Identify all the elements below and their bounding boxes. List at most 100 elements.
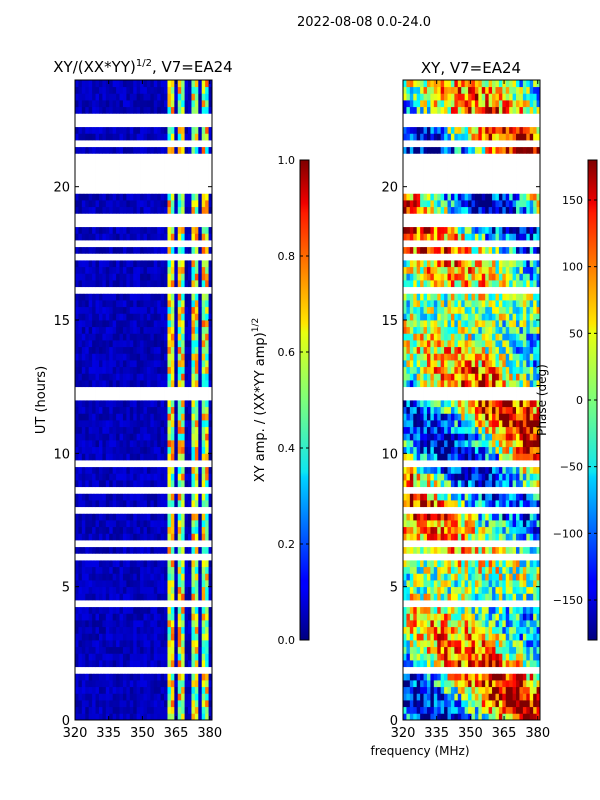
amp-cell	[126, 546, 131, 554]
amp-cell	[102, 446, 107, 454]
amp-cell	[78, 346, 83, 354]
amp-cell	[164, 320, 168, 328]
amp-cell	[160, 440, 165, 448]
phase-cell	[454, 606, 459, 614]
amp-cell	[75, 540, 79, 548]
amp-cell	[112, 500, 117, 508]
amp-cell	[174, 133, 179, 141]
phase-cell	[519, 673, 524, 681]
amp-cell	[198, 93, 203, 101]
amp-cell	[122, 706, 127, 714]
amp-cell	[194, 680, 199, 688]
amp-cell	[85, 560, 90, 568]
amp-cell	[191, 513, 196, 521]
amp-cell	[167, 180, 172, 188]
amp-cell	[98, 613, 103, 621]
amp-cell	[75, 206, 79, 214]
amp-cell	[129, 320, 134, 328]
amp-cell	[98, 446, 103, 454]
amp-cell	[75, 113, 79, 121]
phase-cell	[502, 626, 507, 634]
phase-cell	[464, 713, 469, 720]
amp-cell	[109, 253, 114, 261]
amp-cell	[116, 646, 120, 654]
amp-cell	[170, 220, 175, 228]
amp-cell	[205, 406, 209, 414]
phase-cell	[423, 620, 428, 628]
amp-cell	[98, 240, 103, 248]
amp-cell	[153, 640, 158, 648]
amp-cell	[157, 340, 162, 348]
amp-cell	[81, 506, 86, 514]
amp-cell	[140, 173, 144, 181]
amp-cell	[184, 120, 189, 128]
phase-cell	[420, 680, 424, 688]
amp-cell	[95, 460, 100, 468]
amp-cell	[184, 246, 189, 254]
amp-cell	[160, 600, 165, 608]
amp-cell	[194, 386, 199, 394]
amp-cell	[136, 226, 141, 234]
amp-cell	[119, 606, 124, 614]
amp-cell	[133, 286, 138, 294]
phase-cell	[533, 713, 537, 720]
amp-cell	[157, 193, 162, 201]
amp-cell	[133, 213, 138, 221]
amp-cell	[140, 533, 144, 541]
amp-cell	[205, 520, 209, 528]
amp-cell	[181, 273, 185, 281]
phase-cell	[509, 626, 513, 634]
amp-cell	[126, 326, 131, 334]
amp-cell	[174, 473, 179, 481]
amp-cell	[112, 220, 117, 228]
amp-cell	[92, 193, 96, 201]
phase-cell	[444, 680, 448, 688]
amp-cell	[198, 353, 203, 361]
phase-cell	[485, 600, 490, 608]
phase-cell	[403, 700, 407, 708]
phase-cell	[468, 573, 472, 581]
amp-cell	[119, 266, 124, 274]
phase-cell	[413, 666, 418, 674]
amp-cell	[119, 706, 124, 714]
amp-cell	[143, 380, 148, 388]
amp-cell	[102, 200, 107, 208]
amp-cell	[208, 626, 212, 634]
amp-cell	[92, 153, 96, 161]
amp-cell	[160, 700, 165, 708]
amp-cell	[208, 386, 212, 394]
amp-cell	[95, 526, 100, 534]
amp-cell	[150, 500, 155, 508]
amp-cell	[160, 233, 165, 241]
phase-cell	[492, 580, 496, 588]
amp-cell	[174, 193, 179, 201]
amp-cell	[102, 366, 107, 374]
phase-cell	[450, 693, 455, 701]
phase-cell	[420, 673, 424, 681]
amp-cell	[119, 246, 124, 254]
amp-cell	[102, 546, 107, 554]
amp-cell	[146, 313, 151, 321]
phase-cell	[519, 580, 524, 588]
amp-cell	[129, 600, 134, 608]
phase-cell	[498, 546, 503, 554]
phase-cell	[485, 680, 490, 688]
amp-cell	[136, 433, 141, 441]
amp-cell	[85, 80, 90, 88]
amp-cell	[126, 493, 131, 501]
phase-cell	[420, 626, 424, 634]
amp-cell	[188, 466, 192, 474]
amp-cell	[136, 446, 141, 454]
amp-cell	[112, 366, 117, 374]
amp-cell	[126, 180, 131, 188]
amp-cell	[109, 120, 114, 128]
amp-cell	[201, 346, 206, 354]
amp-cell	[198, 666, 203, 674]
amp-cell	[112, 286, 117, 294]
amp-cell	[164, 713, 168, 720]
phase-cell	[457, 540, 462, 548]
amp-cell	[122, 533, 127, 541]
amp-cell	[126, 360, 131, 368]
amp-cell	[119, 626, 124, 634]
amp-cell	[167, 93, 172, 101]
